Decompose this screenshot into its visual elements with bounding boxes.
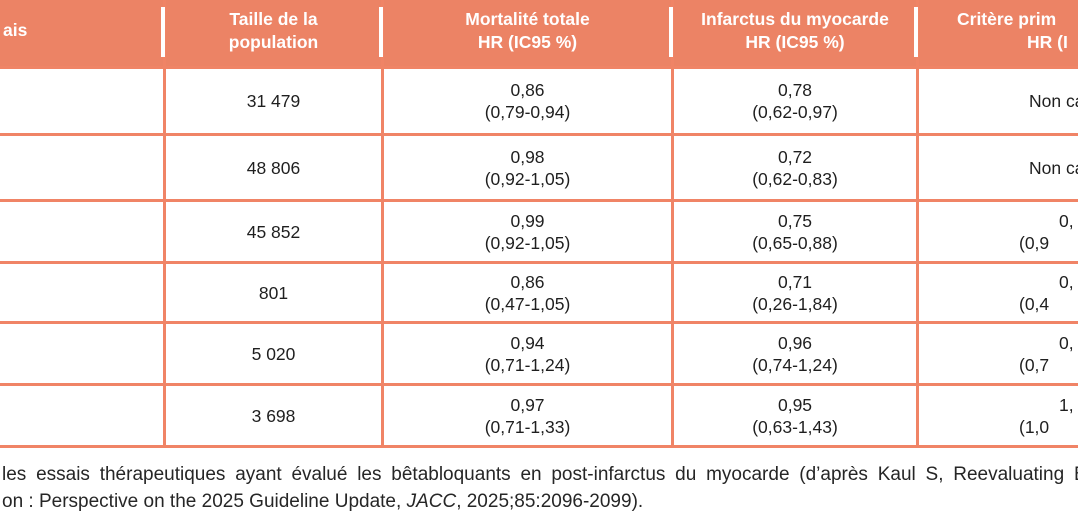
header-row: ais Taille de la population Mortalité to… (0, 0, 1078, 69)
cell-essai-label (0, 383, 166, 448)
cell-critere-primaire: 0, (0,9 (916, 199, 1078, 264)
cell-population: 31 479 (163, 66, 384, 136)
cell-essai-label: essais de l’ère 8 essais) (0, 66, 166, 136)
header-separator (669, 7, 673, 57)
journal-name: JACC (406, 491, 457, 512)
cell-essai-label: essais de l’ère 12 essais) (0, 133, 166, 202)
cell-infarctus: 0,95 (0,63-1,43) (671, 383, 919, 448)
cell-critere-primaire: Non ca (916, 66, 1078, 136)
col-header-mortalite: Mortalité totale HR (IC95 %) (381, 0, 674, 69)
header-separator (161, 7, 165, 57)
caption-line-1: les essais thérapeutiques ayant évalué l… (2, 464, 1078, 485)
cell-infarctus: 0,71 (0,26-1,84) (671, 261, 919, 324)
cell-infarctus: 0,72 (0,62-0,83) (671, 133, 919, 202)
table-row: essais de l’ère 12 essais) 48 806 0,98 (… (0, 133, 1078, 202)
cell-mortalite: 0,86 (0,47-1,05) (381, 261, 674, 324)
header-separator (379, 7, 383, 57)
cell-essai-label: 9-2005) (0, 199, 166, 264)
cell-essai-label: 7-2023) (0, 321, 166, 386)
col-header-essais-label: ais (3, 20, 28, 40)
cell-critere-primaire: 0, (0,4 (916, 261, 1078, 324)
table-row: essais de l’ère 8 essais) 31 479 0,86 (0… (0, 66, 1078, 136)
table-row: 3 698 0,97 (0,71-1,33) 0,95 (0,63-1,43) … (0, 383, 1078, 448)
cell-critere-primaire: Non ca (916, 133, 1078, 202)
cell-infarctus: 0,96 (0,74-1,24) (671, 321, 919, 386)
cell-essai-label: 0-2014) (0, 261, 166, 324)
cell-critere-primaire: 0, (0,7 (916, 321, 1078, 386)
cell-population: 3 698 (163, 383, 384, 448)
cell-mortalite: 0,98 (0,92-1,05) (381, 133, 674, 202)
cell-population: 45 852 (163, 199, 384, 264)
trials-table: ais Taille de la population Mortalité to… (0, 0, 1078, 448)
table-row: 7-2023) 5 020 0,94 (0,71-1,24) 0,96 (0,7… (0, 321, 1078, 386)
col-header-essais: ais (0, 0, 166, 69)
cell-mortalite: 0,94 (0,71-1,24) (381, 321, 674, 386)
cell-population: 801 (163, 261, 384, 324)
cell-population: 5 020 (163, 321, 384, 386)
cell-mortalite: 0,86 (0,79-0,94) (381, 66, 674, 136)
cell-infarctus: 0,78 (0,62-0,97) (671, 66, 919, 136)
figure-caption: les essais thérapeutiques ayant évalué l… (2, 461, 1078, 515)
cell-critere-primaire: 1, (1,0 (916, 383, 1078, 448)
caption-line-2: on : Perspective on the 2025 Guideline U… (2, 491, 644, 512)
col-header-critere-primaire: Critère prim HR (I (916, 0, 1078, 69)
cell-infarctus: 0,75 (0,65-0,88) (671, 199, 919, 264)
cell-mortalite: 0,99 (0,92-1,05) (381, 199, 674, 264)
col-header-infarctus: Infarctus du myocarde HR (IC95 %) (671, 0, 919, 69)
table-row: 9-2005) 45 852 0,99 (0,92-1,05) 0,75 (0,… (0, 199, 1078, 264)
col-header-population: Taille de la population (163, 0, 384, 69)
cell-mortalite: 0,97 (0,71-1,33) (381, 383, 674, 448)
header-separator (914, 7, 918, 57)
cell-population: 48 806 (163, 133, 384, 202)
table-row: 0-2014) 801 0,86 (0,47-1,05) 0,71 (0,26-… (0, 261, 1078, 324)
